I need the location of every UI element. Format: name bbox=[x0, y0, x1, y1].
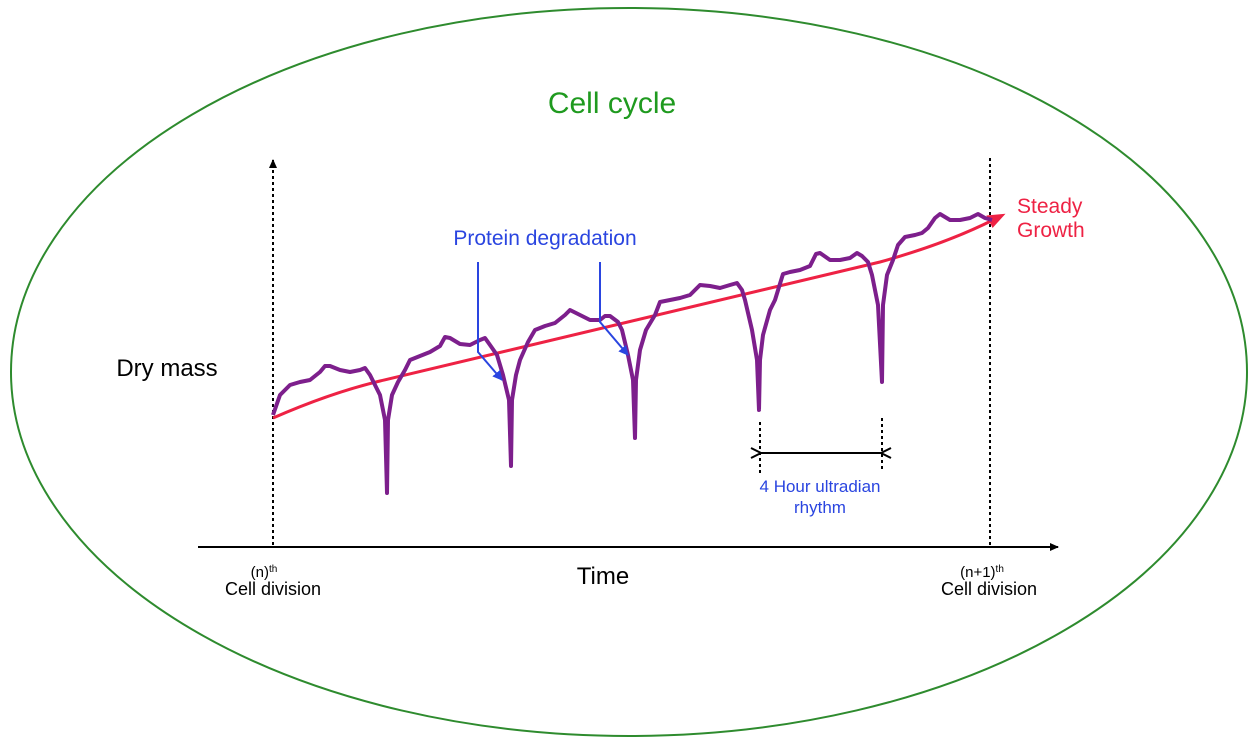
end-division-n: (n+1) bbox=[960, 564, 995, 581]
start-division-label-line2: Cell division bbox=[225, 579, 321, 599]
growth-label-line1: Steady bbox=[1017, 195, 1083, 218]
degradation-pointer-1 bbox=[477, 262, 503, 381]
end-division-sup: th bbox=[996, 564, 1004, 575]
y-axis-label: Dry mass bbox=[116, 355, 217, 382]
rhythm-label-line2: rhythm bbox=[794, 498, 846, 517]
x-axis-label: Time bbox=[577, 563, 629, 590]
start-division-sup: th bbox=[269, 564, 277, 575]
end-division-label-line2: Cell division bbox=[941, 579, 1037, 599]
start-division-label-line1: (n)th bbox=[251, 564, 278, 581]
start-division-n: (n) bbox=[251, 564, 269, 581]
cell-outline bbox=[10, 7, 1248, 737]
protein-degradation-label: Protein degradation bbox=[453, 227, 636, 250]
diagram-title: Cell cycle bbox=[548, 87, 676, 120]
steady-growth-line bbox=[272, 213, 1006, 420]
rhythm-label-line1: 4 Hour ultradian bbox=[760, 477, 881, 496]
dry-mass-curve bbox=[271, 212, 993, 495]
degradation-pointer-2 bbox=[599, 262, 629, 356]
end-division-label-line1: (n+1)th bbox=[960, 564, 1004, 581]
growth-label-line2: Growth bbox=[1017, 219, 1085, 242]
